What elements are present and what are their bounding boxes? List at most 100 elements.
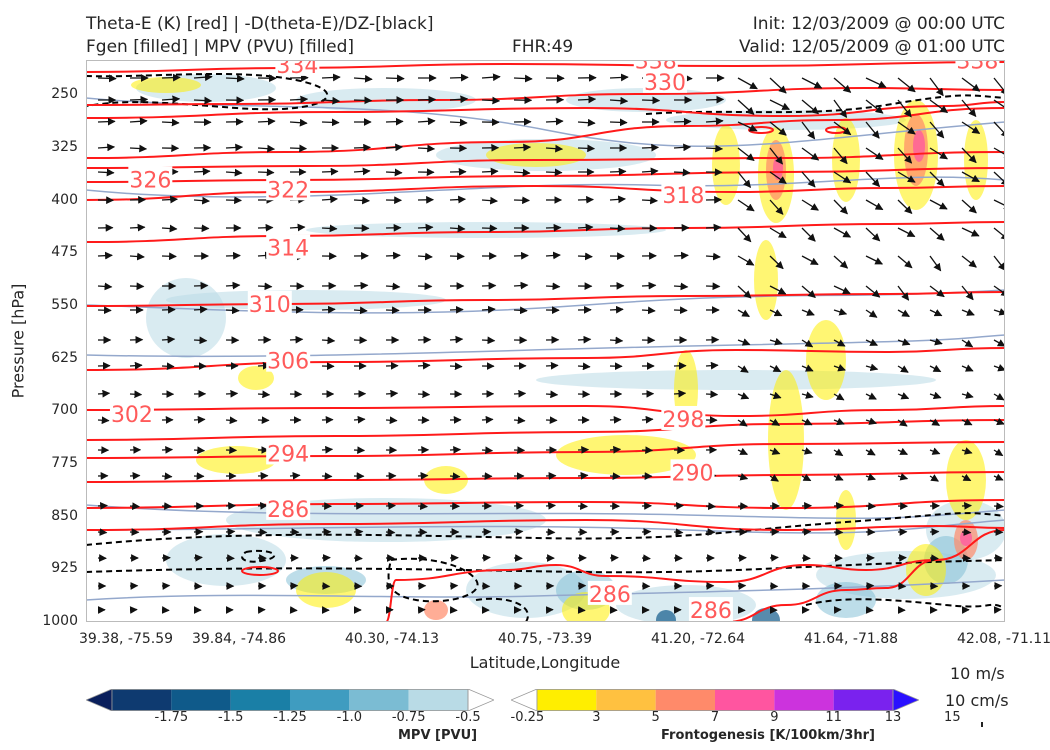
wind-vector [97, 117, 116, 126]
stability-contour [86, 559, 1005, 574]
y-tick-label: 550 [51, 296, 78, 313]
wind-vector [161, 195, 178, 204]
wind-vector [833, 285, 851, 294]
wind-vector [897, 147, 913, 164]
mpv-fill-region [656, 610, 676, 622]
wind-vector [97, 306, 112, 315]
wind-vector [449, 73, 469, 82]
wind-vector [353, 143, 372, 152]
valid-time: Valid: 12/05/2009 @ 01:00 UTC [739, 37, 1005, 57]
colorbar-tick-label: 15 [944, 710, 961, 725]
wind-vector [97, 416, 110, 425]
wind-vector [897, 227, 916, 238]
wind-vector [417, 144, 436, 153]
wind-vector [929, 554, 939, 562]
wind-vector [865, 502, 876, 511]
wind-vector [961, 418, 973, 426]
wind-vector [193, 196, 210, 205]
wind-vector [577, 252, 593, 261]
wind-vector [609, 224, 626, 233]
colorbar-extend-low [511, 689, 538, 711]
wind-vector [449, 472, 461, 481]
wind-vector [961, 339, 974, 348]
wind-vector [993, 199, 1005, 209]
wind-vector [801, 308, 815, 316]
wind-vector [769, 147, 784, 165]
theta-e-contour [86, 151, 1005, 169]
wind-vector [961, 227, 980, 237]
wind-vector [865, 606, 874, 614]
y-tick-label: 925 [51, 560, 78, 577]
theta-e-label: 290 [672, 461, 714, 486]
wind-vector [641, 281, 657, 290]
wind-vector [801, 199, 819, 211]
mpv-contour-lines [86, 97, 1005, 601]
wind-vector [769, 364, 782, 373]
wind-vector [545, 361, 559, 370]
mpv-fill-region [466, 562, 586, 618]
wind-vector [513, 281, 529, 290]
wind-vector [737, 338, 751, 346]
theta-e-label-bg [955, 60, 1000, 72]
wind-vector [641, 528, 652, 536]
wind-vector [449, 362, 463, 371]
wind-vector [961, 255, 977, 268]
colorbar-frame [111, 689, 469, 711]
wind-vector [545, 223, 562, 232]
wind-vector [513, 306, 528, 315]
y-tick-label: 400 [51, 191, 78, 208]
wind-key-arrow-icon [981, 722, 983, 727]
colorbar-extend-low [86, 689, 113, 711]
x-tick-label: 39.38, -75.59 [78, 631, 174, 647]
theta-e-label: 286 [589, 583, 631, 608]
wind-vector [449, 224, 466, 233]
wind-vector [353, 446, 366, 455]
wind-vector [929, 447, 941, 455]
colorbar-segment [655, 689, 715, 711]
wind-vector [929, 171, 945, 187]
wind-vector [769, 171, 787, 184]
wind-vector [97, 528, 108, 537]
wind-vector [929, 121, 945, 139]
colorbar-tick-label: -0.25 [510, 710, 545, 725]
colorbar-tick-label: -1.75 [154, 710, 189, 725]
wind-vector [673, 251, 689, 260]
wind-vector [769, 77, 787, 94]
wind-vector [993, 448, 1004, 457]
wind-vector [225, 74, 245, 83]
wind-vector [353, 196, 370, 205]
wind-vector [193, 336, 208, 345]
wind-vector [897, 99, 912, 118]
wind-vector [577, 95, 597, 104]
theta-e-label-bg [688, 597, 733, 622]
wind-vector [705, 144, 724, 153]
wind-vector [417, 95, 437, 104]
wind-vector [193, 554, 203, 562]
wind-vector [961, 77, 981, 92]
y-tick-label: 700 [51, 402, 78, 419]
wind-vector [289, 606, 298, 614]
wind-vector [385, 389, 399, 398]
wind-vector [993, 606, 1002, 614]
theta-e-label: 318 [662, 184, 704, 209]
wind-vector [161, 73, 181, 82]
wind-vector [737, 255, 755, 266]
wind-vector [801, 339, 814, 348]
wind-vector [961, 364, 974, 372]
wind-vector [289, 471, 301, 480]
wind-vector [961, 391, 974, 399]
theta-e-label-bg [266, 440, 311, 465]
x-tick-label: 42.08, -71.11 [956, 631, 1050, 647]
wind-vector [897, 171, 916, 183]
mpv-contour [86, 504, 1005, 520]
y-tick-label: 625 [51, 349, 78, 366]
x-tick-label: 39.84, -74.86 [191, 631, 287, 647]
wind-vector [353, 415, 366, 424]
wind-vector [353, 554, 363, 562]
wind-vector [577, 335, 592, 344]
theta-e-label: 322 [267, 178, 309, 203]
wind-vector [865, 285, 881, 298]
wind-vector [929, 285, 945, 298]
wind-vector [673, 528, 684, 537]
wind-vector [769, 121, 787, 136]
